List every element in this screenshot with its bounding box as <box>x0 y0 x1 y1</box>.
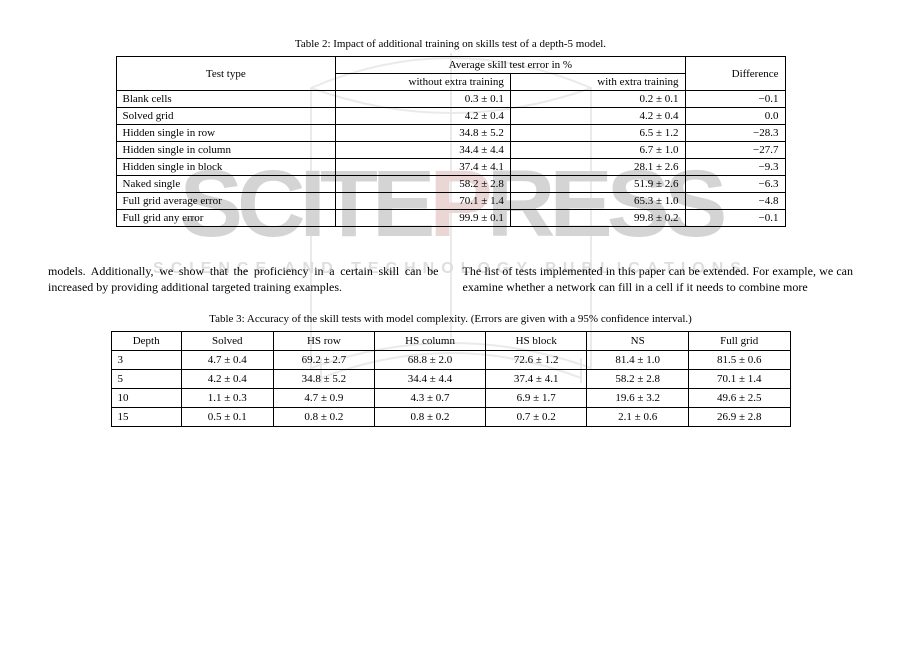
table-row: Naked single58.2 ± 2.851.9 ± 2.6−6.3 <box>116 176 785 193</box>
cell-value: 58.2 ± 2.8 <box>587 370 689 389</box>
cell-without: 99.9 ± 0.1 <box>336 210 511 227</box>
cell-without: 0.3 ± 0.1 <box>336 91 511 108</box>
page-content: Table 2: Impact of additional training o… <box>0 0 901 427</box>
cell-value: 0.5 ± 0.1 <box>181 408 273 427</box>
table2-caption: Table 3: Accuracy of the skill tests wit… <box>48 313 853 325</box>
cell-diff: 0.0 <box>685 108 785 125</box>
cell-skill: Blank cells <box>116 91 336 108</box>
cell-value: 0.7 ± 0.2 <box>485 408 587 427</box>
cell-value: 4.2 ± 0.4 <box>181 370 273 389</box>
cell-value: 0.8 ± 0.2 <box>273 408 375 427</box>
cell-diff: −9.3 <box>685 159 785 176</box>
table2-header-cell: NS <box>587 332 689 351</box>
cell-diff: −4.8 <box>685 193 785 210</box>
cell-skill: Solved grid <box>116 108 336 125</box>
cell-value: 26.9 ± 2.8 <box>688 408 790 427</box>
cell-without: 4.2 ± 0.4 <box>336 108 511 125</box>
cell-skill: Naked single <box>116 176 336 193</box>
cell-skill: Hidden single in column <box>116 142 336 159</box>
cell-with: 65.3 ± 1.0 <box>510 193 685 210</box>
cell-with: 6.5 ± 1.2 <box>510 125 685 142</box>
table1-header-with: with extra training <box>510 74 685 91</box>
table-row: 101.1 ± 0.34.7 ± 0.94.3 ± 0.76.9 ± 1.719… <box>111 389 790 408</box>
cell-without: 37.4 ± 4.1 <box>336 159 511 176</box>
cell-depth: 3 <box>111 351 181 370</box>
body-left-column: models. Additionally, we show that the p… <box>48 263 439 295</box>
cell-value: 68.8 ± 2.0 <box>375 351 486 370</box>
table-row: 34.7 ± 0.469.2 ± 2.768.8 ± 2.072.6 ± 1.2… <box>111 351 790 370</box>
cell-skill: Full grid any error <box>116 210 336 227</box>
two-column-body: models. Additionally, we show that the p… <box>48 263 853 295</box>
table2-header-cell: HS row <box>273 332 375 351</box>
cell-value: 34.4 ± 4.4 <box>375 370 486 389</box>
cell-value: 81.5 ± 0.6 <box>688 351 790 370</box>
body-right-text: The list of tests implemented in this pa… <box>463 263 854 295</box>
body-left-text: models. Additionally, we show that the p… <box>48 263 439 295</box>
cell-diff: −6.3 <box>685 176 785 193</box>
cell-without: 34.4 ± 4.4 <box>336 142 511 159</box>
table2-header-cell: HS block <box>485 332 587 351</box>
table-row: Full grid average error70.1 ± 1.465.3 ± … <box>116 193 785 210</box>
table2-header-cell: Depth <box>111 332 181 351</box>
cell-skill: Hidden single in block <box>116 159 336 176</box>
cell-without: 70.1 ± 1.4 <box>336 193 511 210</box>
cell-value: 4.7 ± 0.4 <box>181 351 273 370</box>
cell-value: 1.1 ± 0.3 <box>181 389 273 408</box>
cell-value: 37.4 ± 4.1 <box>485 370 587 389</box>
cell-diff: −0.1 <box>685 210 785 227</box>
cell-value: 72.6 ± 1.2 <box>485 351 587 370</box>
cell-value: 49.6 ± 2.5 <box>688 389 790 408</box>
cell-diff: −0.1 <box>685 91 785 108</box>
cell-depth: 10 <box>111 389 181 408</box>
table-row: Solved grid4.2 ± 0.44.2 ± 0.40.0 <box>116 108 785 125</box>
cell-without: 58.2 ± 2.8 <box>336 176 511 193</box>
table2-header-cell: Solved <box>181 332 273 351</box>
cell-with: 4.2 ± 0.4 <box>510 108 685 125</box>
cell-depth: 5 <box>111 370 181 389</box>
cell-with: 28.1 ± 2.6 <box>510 159 685 176</box>
table-row: Full grid any error99.9 ± 0.199.8 ± 0.2−… <box>116 210 785 227</box>
cell-with: 6.7 ± 1.0 <box>510 142 685 159</box>
cell-depth: 15 <box>111 408 181 427</box>
table1-header-skill: Test type <box>116 57 336 91</box>
cell-with: 51.9 ± 2.6 <box>510 176 685 193</box>
table-row: Hidden single in row34.8 ± 5.26.5 ± 1.2−… <box>116 125 785 142</box>
cell-value: 81.4 ± 1.0 <box>587 351 689 370</box>
table-row: Test type Average skill test error in % … <box>116 57 785 74</box>
table-row: Hidden single in block37.4 ± 4.128.1 ± 2… <box>116 159 785 176</box>
cell-with: 0.2 ± 0.1 <box>510 91 685 108</box>
cell-diff: −27.7 <box>685 142 785 159</box>
cell-value: 19.6 ± 3.2 <box>587 389 689 408</box>
cell-value: 4.3 ± 0.7 <box>375 389 486 408</box>
table-row: 54.2 ± 0.434.8 ± 5.234.4 ± 4.437.4 ± 4.1… <box>111 370 790 389</box>
table-row: DepthSolvedHS rowHS columnHS blockNSFull… <box>111 332 790 351</box>
cell-value: 0.8 ± 0.2 <box>375 408 486 427</box>
body-right-column: The list of tests implemented in this pa… <box>463 263 854 295</box>
table2: DepthSolvedHS rowHS columnHS blockNSFull… <box>111 331 791 427</box>
table2-header-cell: HS column <box>375 332 486 351</box>
cell-with: 99.8 ± 0.2 <box>510 210 685 227</box>
cell-value: 4.7 ± 0.9 <box>273 389 375 408</box>
table1: Test type Average skill test error in % … <box>116 56 786 227</box>
table-row: 150.5 ± 0.10.8 ± 0.20.8 ± 0.20.7 ± 0.22.… <box>111 408 790 427</box>
cell-value: 70.1 ± 1.4 <box>688 370 790 389</box>
cell-value: 2.1 ± 0.6 <box>587 408 689 427</box>
table-row: Hidden single in column34.4 ± 4.46.7 ± 1… <box>116 142 785 159</box>
cell-without: 34.8 ± 5.2 <box>336 125 511 142</box>
table2-header-cell: Full grid <box>688 332 790 351</box>
table1-header-diff: Difference <box>685 57 785 91</box>
table1-header-without: without extra training <box>336 74 511 91</box>
cell-skill: Full grid average error <box>116 193 336 210</box>
table1-caption: Table 2: Impact of additional training o… <box>48 38 853 50</box>
table-row: Blank cells0.3 ± 0.10.2 ± 0.1−0.1 <box>116 91 785 108</box>
cell-value: 34.8 ± 5.2 <box>273 370 375 389</box>
cell-value: 6.9 ± 1.7 <box>485 389 587 408</box>
cell-diff: −28.3 <box>685 125 785 142</box>
table1-header-group: Average skill test error in % <box>336 57 685 74</box>
cell-skill: Hidden single in row <box>116 125 336 142</box>
cell-value: 69.2 ± 2.7 <box>273 351 375 370</box>
